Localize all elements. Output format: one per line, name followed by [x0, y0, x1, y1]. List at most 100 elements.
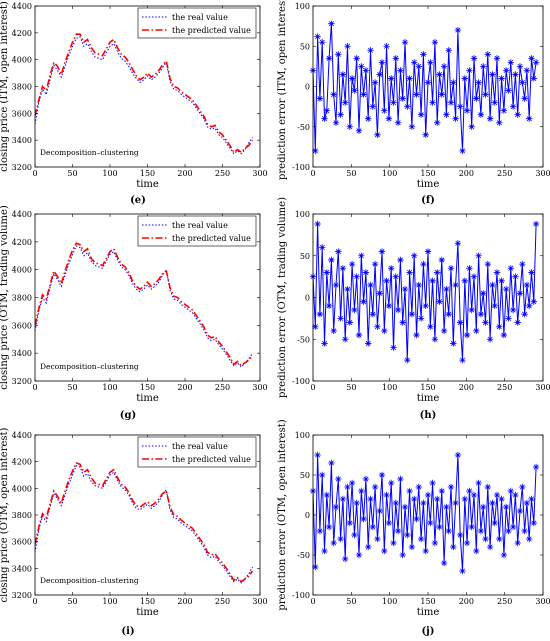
data-point-marker — [438, 256, 445, 264]
data-point-marker — [378, 59, 386, 66]
x-axis-label: time — [136, 179, 159, 190]
data-point-marker — [332, 281, 340, 289]
data-point-marker — [369, 523, 376, 531]
x-tick-label: 0 — [310, 169, 315, 178]
x-tick-label: 250 — [497, 169, 512, 178]
data-point-marker — [516, 507, 524, 515]
x-tick-label: 150 — [420, 597, 435, 606]
data-point-marker — [484, 51, 491, 58]
data-point-marker — [351, 87, 358, 94]
y-tick-label: 4200 — [12, 458, 32, 467]
data-point-marker — [434, 119, 441, 126]
y-tick-label: 0 — [305, 83, 310, 92]
data-point-marker — [480, 503, 487, 511]
data-point-marker — [429, 479, 436, 487]
data-point-marker — [399, 551, 406, 559]
data-point-marker — [509, 523, 517, 531]
data-point-marker — [390, 99, 397, 106]
data-point-marker — [371, 483, 379, 491]
data-point-marker — [388, 265, 395, 272]
data-point-marker — [528, 55, 535, 62]
data-point-marker — [528, 269, 535, 276]
y-tick-label: 3400 — [12, 564, 32, 573]
data-point-marker — [353, 273, 360, 280]
data-point-marker — [491, 99, 498, 106]
data-point-marker — [342, 336, 349, 343]
data-point-marker — [477, 311, 485, 318]
data-point-marker — [362, 475, 370, 483]
data-point-marker — [466, 67, 473, 74]
data-point-marker — [411, 495, 418, 503]
data-point-marker — [422, 131, 429, 138]
data-point-marker — [355, 331, 363, 339]
data-point-marker — [530, 519, 537, 527]
data-point-marker — [480, 63, 487, 70]
data-point-marker — [348, 75, 356, 82]
data-point-marker — [505, 315, 512, 322]
y-tick-label: -50 — [297, 551, 310, 560]
data-point-marker — [431, 336, 439, 343]
data-point-marker — [420, 51, 427, 58]
data-point-marker — [339, 71, 347, 78]
data-point-marker — [514, 111, 521, 118]
data-point-marker — [498, 75, 505, 82]
y-tick-label: 4200 — [12, 238, 32, 247]
x-tick-label: 300 — [252, 383, 267, 392]
data-point-marker — [512, 273, 519, 280]
data-point-marker — [360, 91, 367, 98]
data-point-marker — [507, 487, 514, 495]
x-tick-label: 200 — [459, 169, 474, 178]
x-tick-label: 50 — [67, 597, 77, 606]
data-point-marker — [404, 103, 411, 110]
data-point-marker — [346, 123, 353, 130]
data-point-marker — [493, 55, 501, 62]
data-point-marker — [470, 491, 478, 499]
data-point-marker — [314, 220, 321, 228]
data-point-marker — [401, 39, 409, 46]
panel-e: 0 50 100 150 200 250 300 3200 3400 3600 3800 4000 42… — [0, 1, 268, 206]
data-point-marker — [450, 340, 457, 347]
data-point-marker — [526, 115, 533, 122]
x-tick-label: 50 — [346, 597, 356, 606]
data-point-marker — [312, 323, 319, 330]
data-point-marker — [505, 87, 512, 94]
data-point-marker — [500, 551, 508, 559]
data-point-marker — [381, 107, 388, 114]
data-point-marker — [461, 75, 468, 82]
x-tick-label: 100 — [382, 383, 397, 392]
x-tick-label: 300 — [252, 597, 267, 606]
data-point-marker — [445, 311, 452, 318]
x-tick-label: 0 — [32, 597, 37, 606]
panel-g: 0 50 100 150 200 250 300 3200 3400 3600 3800 4000 42… — [0, 205, 268, 421]
x-tick-label: 200 — [459, 597, 474, 606]
data-point-marker — [397, 67, 404, 74]
y-tick-label: 3400 — [12, 349, 32, 358]
data-point-marker — [413, 515, 420, 523]
data-point-marker — [459, 567, 466, 575]
data-point-marker — [486, 336, 494, 343]
data-point-marker — [314, 33, 321, 40]
error-series-line — [313, 23, 537, 151]
data-point-marker — [452, 499, 459, 507]
series-the-real-value — [35, 36, 253, 155]
data-point-marker — [394, 527, 402, 535]
data-point-marker — [401, 285, 409, 293]
data-point-marker — [466, 265, 473, 272]
data-point-marker — [424, 248, 432, 255]
data-point-marker — [512, 71, 519, 78]
y-axis-label: closing price (OTM, open interest) — [0, 427, 10, 602]
x-tick-label: 250 — [215, 169, 230, 178]
legend-label: the predicted value — [172, 234, 251, 243]
series-the-predicted-value — [35, 33, 254, 154]
data-point-marker — [521, 527, 528, 535]
data-point-marker — [521, 311, 528, 318]
data-point-marker — [450, 79, 457, 86]
data-point-marker — [321, 115, 328, 122]
data-point-marker — [355, 551, 363, 559]
data-point-marker — [346, 319, 353, 326]
y-tick-label: 4400 — [12, 210, 32, 219]
legend-label: the real value — [172, 221, 228, 230]
data-point-marker — [475, 252, 482, 259]
y-tick-label: 3800 — [12, 294, 32, 303]
